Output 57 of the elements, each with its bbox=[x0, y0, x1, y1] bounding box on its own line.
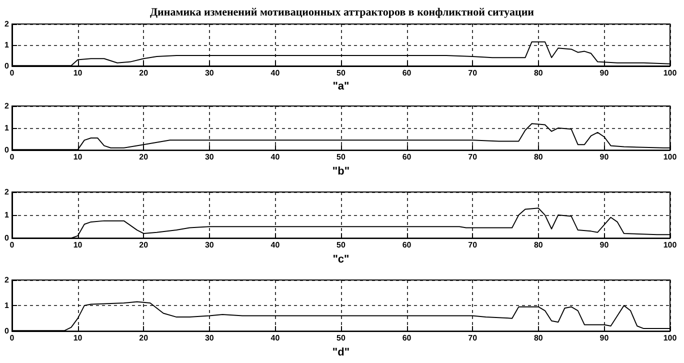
x-axis-title: "b" bbox=[332, 166, 350, 178]
x-tick-label: 60 bbox=[402, 334, 412, 343]
x-tick-label: 20 bbox=[139, 152, 149, 162]
x-tick-label: 60 bbox=[402, 68, 412, 78]
chart-title: Динамика изменений мотивационных аттракторов в конфликтной ситуации bbox=[150, 6, 535, 18]
x-tick-label: 50 bbox=[336, 334, 346, 343]
x-axis-title: "c" bbox=[332, 254, 350, 266]
x-tick-label: 20 bbox=[139, 240, 149, 250]
x-tick-label: 10 bbox=[73, 240, 83, 250]
y-tick-label: 2 bbox=[4, 102, 10, 110]
y-tick-label: 0 bbox=[4, 62, 10, 70]
x-tick-label: 50 bbox=[336, 68, 346, 78]
y-tick-label: 0 bbox=[4, 234, 10, 243]
x-tick-label: 80 bbox=[534, 152, 544, 162]
x-tick-label: 40 bbox=[270, 68, 280, 78]
x-tick-label: 30 bbox=[204, 334, 214, 343]
y-tick-label: 2 bbox=[4, 188, 10, 196]
x-tick-label: 50 bbox=[336, 152, 346, 162]
x-tick-label: 10 bbox=[73, 334, 83, 343]
x-tick-label: 20 bbox=[139, 334, 149, 343]
x-tick-label: 10 bbox=[73, 152, 83, 162]
x-tick-label: 100 bbox=[663, 240, 678, 250]
y-tick-label: 1 bbox=[4, 124, 10, 133]
x-tick-label: 90 bbox=[600, 334, 610, 343]
x-tick-label: 30 bbox=[204, 240, 214, 250]
x-tick-label: 40 bbox=[270, 240, 280, 250]
x-tick-label: 90 bbox=[600, 152, 610, 162]
x-tick-label: 40 bbox=[270, 152, 280, 162]
y-tick-label: 0 bbox=[4, 326, 10, 336]
y-tick-label: 1 bbox=[4, 210, 10, 220]
x-tick-label: 20 bbox=[139, 68, 149, 78]
x-tick-label: 30 bbox=[204, 152, 214, 162]
y-tick-label: 1 bbox=[4, 40, 10, 50]
x-tick-label: 80 bbox=[534, 240, 544, 250]
x-tick-label: 100 bbox=[663, 68, 678, 78]
x-axis-title: "a" bbox=[332, 80, 350, 92]
x-tick-label: 80 bbox=[534, 68, 544, 78]
y-tick-label: 1 bbox=[4, 301, 10, 310]
x-tick-label: 70 bbox=[468, 334, 478, 343]
x-tick-label: 80 bbox=[534, 334, 544, 343]
y-tick-label: 0 bbox=[4, 146, 10, 155]
x-tick-label: 70 bbox=[468, 68, 478, 78]
x-tick-label: 30 bbox=[204, 68, 214, 78]
x-tick-label: 90 bbox=[600, 240, 610, 250]
x-tick-label: 60 bbox=[402, 240, 412, 250]
x-tick-label: 10 bbox=[73, 68, 83, 78]
x-tick-label: 90 bbox=[600, 68, 610, 78]
x-axis-title: "d" bbox=[332, 346, 350, 358]
y-tick-label: 2 bbox=[4, 276, 10, 284]
x-tick-label: 100 bbox=[663, 334, 678, 343]
x-tick-label: 60 bbox=[402, 152, 412, 162]
x-tick-label: 50 bbox=[336, 240, 346, 250]
x-tick-label: 40 bbox=[270, 334, 280, 343]
x-tick-label: 100 bbox=[663, 152, 678, 162]
y-tick-label: 2 bbox=[4, 20, 10, 28]
x-tick-label: 70 bbox=[468, 152, 478, 162]
x-tick-label: 70 bbox=[468, 240, 478, 250]
